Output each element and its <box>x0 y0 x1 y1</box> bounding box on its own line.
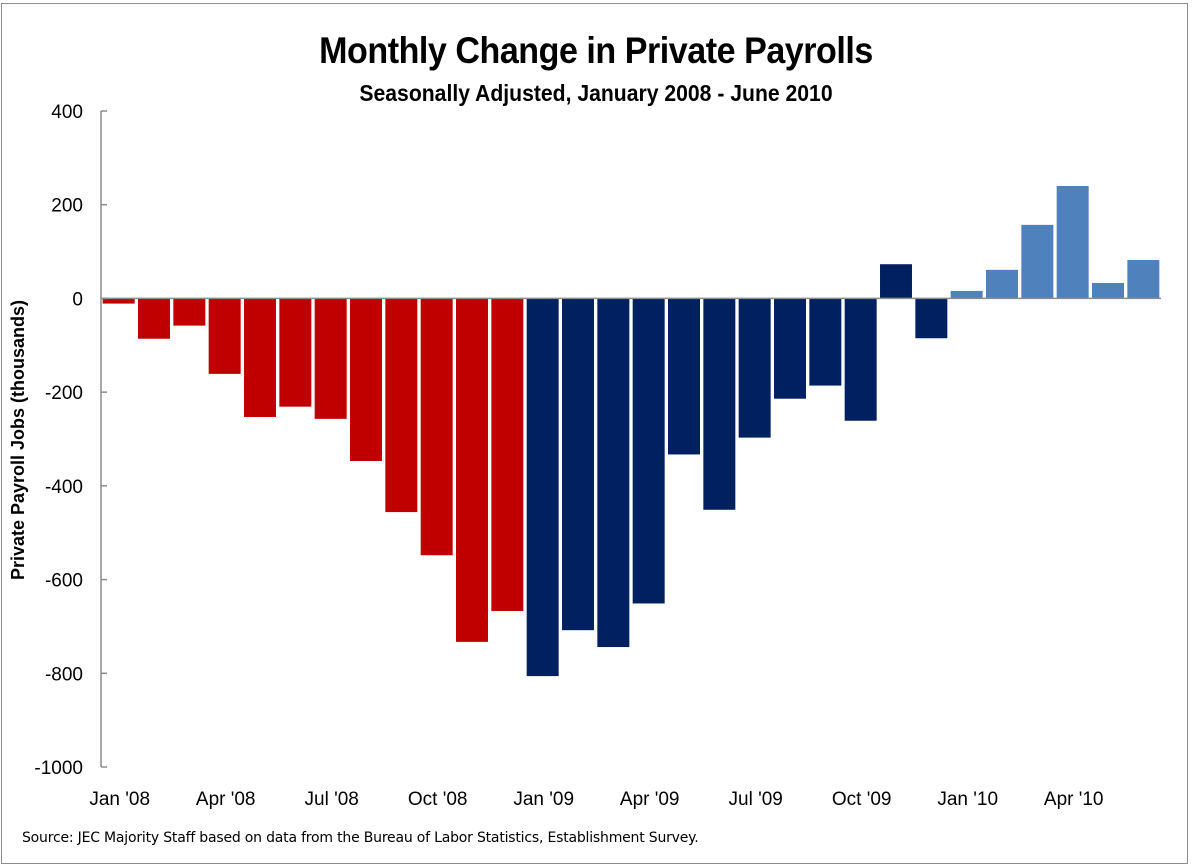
bar-nov-2008 <box>456 298 488 642</box>
bars-group <box>102 185 1160 677</box>
bar-jun-2009 <box>703 298 736 510</box>
bar-jul-2009 <box>738 298 771 438</box>
x-tick-label: Apr '09 <box>620 789 680 810</box>
bar-apr-2009 <box>632 298 665 604</box>
y-tick-label: 0 <box>72 289 83 310</box>
bar-feb-2010 <box>986 269 1018 299</box>
bar-jun-2008 <box>279 298 312 407</box>
bar-sep-2008 <box>385 298 418 513</box>
bar-dec-2009 <box>915 298 948 339</box>
x-tick-label: Apr '10 <box>1044 789 1104 810</box>
y-axis-label: Private Payroll Jobs (thousands) <box>8 300 28 580</box>
x-tick-labels: Jan '08 Apr '08 Jul '08 Oct '08 Jan '09 Apr '… <box>89 789 1103 810</box>
x-tick-label: Jul '09 <box>729 789 783 810</box>
x-tick-label: Jan '10 <box>937 789 998 810</box>
chart-frame <box>1 3 1188 864</box>
x-tick-label: Jan '09 <box>513 789 574 810</box>
source-note: Source: JEC Majority Staff based on data… <box>22 830 699 846</box>
bar-nov-2009 <box>880 264 912 299</box>
x-tick-label: Oct '08 <box>408 789 468 810</box>
bar-sep-2009 <box>809 298 842 386</box>
bar-apr-2008 <box>208 298 241 374</box>
y-tick-labels: 400 200 0 -200 -400 -600 -800 -1000 <box>34 102 83 779</box>
x-tick-label: Oct '09 <box>832 789 892 810</box>
y-tick-label: 400 <box>51 102 83 123</box>
bar-apr-2010 <box>1056 185 1089 299</box>
bar-dec-2008 <box>491 298 524 611</box>
bar-jul-2008 <box>314 298 347 419</box>
bar-feb-2008 <box>138 298 170 339</box>
y-tick-label: -1000 <box>34 758 83 779</box>
bar-oct-2009 <box>844 298 877 421</box>
y-tick-label: -200 <box>45 383 83 404</box>
axes-group <box>100 110 1161 768</box>
bar-aug-2009 <box>774 298 806 399</box>
bar-jun-2010 <box>1127 260 1160 299</box>
bar-aug-2008 <box>350 298 382 462</box>
y-tick-label: -600 <box>45 571 83 592</box>
bar-oct-2008 <box>420 298 453 556</box>
bar-may-2008 <box>244 298 276 417</box>
bar-feb-2009 <box>562 298 594 631</box>
bar-mar-2009 <box>597 298 630 648</box>
bar-may-2009 <box>668 298 700 455</box>
bar-jan-2008 <box>102 298 135 304</box>
y-tick-label: 200 <box>51 196 83 217</box>
bar-may-2010 <box>1092 282 1124 299</box>
chart-title: Monthly Change in Private Payrolls <box>319 30 873 71</box>
bar-jan-2010 <box>950 290 983 299</box>
chart-subtitle: Seasonally Adjusted, January 2008 - June… <box>359 80 833 106</box>
y-tick-label: -800 <box>45 664 83 685</box>
bar-mar-2008 <box>173 298 206 326</box>
x-tick-label: Jul '08 <box>305 789 359 810</box>
x-tick-label: Apr '08 <box>196 789 256 810</box>
y-tick-label: -400 <box>45 477 83 498</box>
x-tick-label: Jan '08 <box>89 789 150 810</box>
bar-mar-2010 <box>1021 224 1054 299</box>
bar-jan-2009 <box>526 298 559 677</box>
